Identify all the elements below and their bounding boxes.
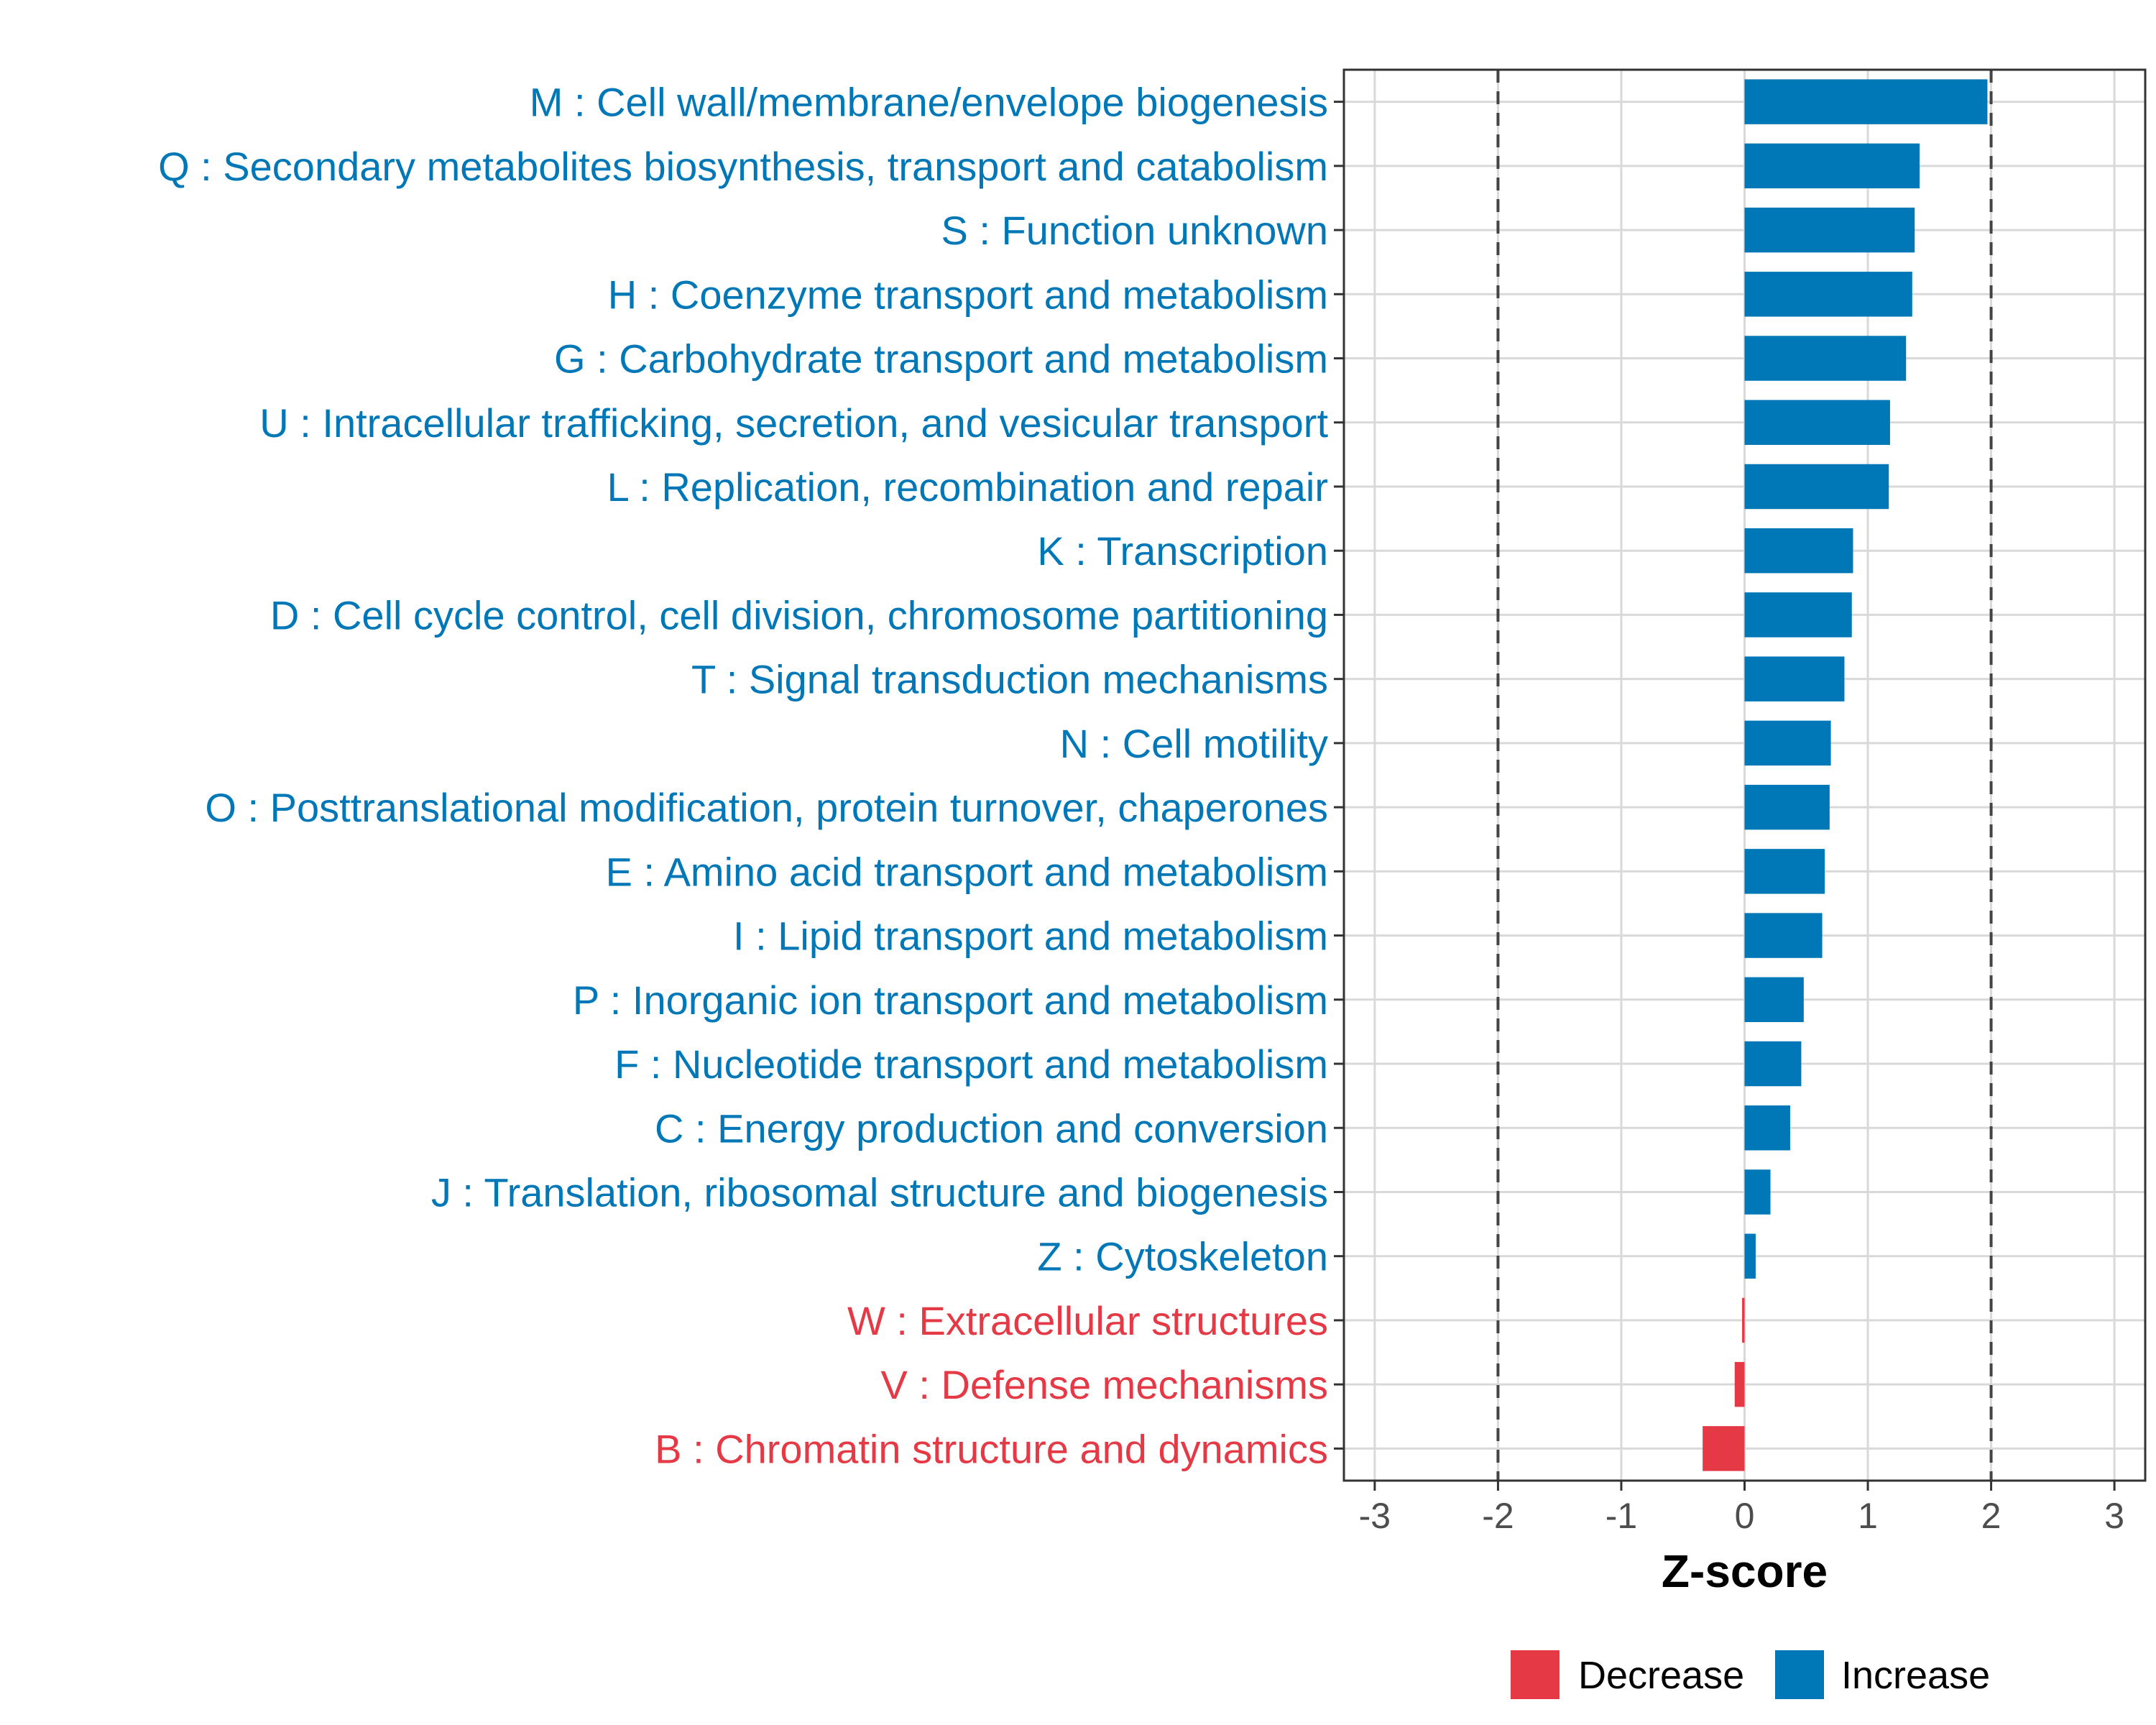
legend-key-increase <box>1775 1650 1824 1699</box>
category-label: H : Coenzyme transport and metabolism <box>608 272 1328 317</box>
category-label: S : Function unknown <box>941 208 1328 253</box>
bar <box>1744 1233 1756 1279</box>
category-label: Q : Secondary metabolites biosynthesis, … <box>158 144 1328 189</box>
category-label: K : Transcription <box>1037 528 1328 574</box>
bar <box>1744 79 1988 124</box>
x-tick-label: -2 <box>1482 1496 1514 1536</box>
x-axis-ticks: -3 -2 -1 0 1 2 3 <box>1359 1481 2124 1536</box>
category-label: M : Cell wall/membrane/envelope biogenes… <box>530 80 1328 125</box>
x-tick-label: -1 <box>1606 1496 1637 1536</box>
bar <box>1744 656 1845 702</box>
bar <box>1744 977 1804 1023</box>
bar <box>1744 528 1853 574</box>
y-axis-ticks <box>1334 101 1344 1450</box>
bar <box>1744 400 1890 445</box>
bar <box>1744 143 1920 189</box>
bar <box>1744 720 1831 766</box>
reference-lines <box>1496 70 1993 1481</box>
category-label: I : Lipid transport and metabolism <box>733 914 1328 959</box>
category-label: W : Extracellular structures <box>847 1298 1328 1343</box>
category-label: T : Signal transduction mechanisms <box>691 657 1328 702</box>
x-tick-label: 1 <box>1858 1496 1878 1536</box>
bar <box>1744 1041 1802 1087</box>
category-label: F : Nucleotide transport and metabolism <box>614 1041 1328 1087</box>
category-label: B : Chromatin structure and dynamics <box>655 1426 1328 1471</box>
bar <box>1744 913 1823 958</box>
legend-label-increase: Increase <box>1841 1654 1990 1697</box>
bar <box>1744 1169 1771 1215</box>
category-label: J : Translation, ribosomal structure and… <box>431 1169 1328 1215</box>
y-axis-labels: M : Cell wall/membrane/envelope biogenes… <box>158 80 1328 1472</box>
bar <box>1734 1361 1745 1407</box>
legend-label-decrease: Decrease <box>1578 1654 1744 1697</box>
x-tick-label: 2 <box>1981 1496 2001 1536</box>
bars <box>1703 79 1988 1471</box>
category-label: E : Amino acid transport and metabolism <box>606 849 1328 894</box>
category-label: N : Cell motility <box>1060 721 1328 766</box>
category-label: D : Cell cycle control, cell division, c… <box>270 592 1328 638</box>
category-label: C : Energy production and conversion <box>655 1105 1328 1151</box>
category-label: Z : Cytoskeleton <box>1037 1234 1328 1279</box>
x-axis-title: Z-score <box>1662 1545 1828 1597</box>
legend: Decrease Increase <box>1511 1650 1990 1699</box>
bar <box>1744 592 1852 638</box>
bar <box>1742 1297 1745 1343</box>
bar <box>1744 272 1912 317</box>
category-label: P : Inorganic ion transport and metaboli… <box>573 978 1328 1023</box>
category-label: G : Carbohydrate transport and metabolis… <box>554 336 1328 382</box>
bar <box>1744 464 1889 510</box>
bar <box>1744 784 1830 830</box>
bar <box>1744 849 1825 894</box>
legend-key-decrease <box>1511 1650 1560 1699</box>
bar <box>1703 1426 1745 1471</box>
x-tick-label: 3 <box>2104 1496 2124 1536</box>
bar <box>1744 336 1907 381</box>
category-label: O : Posttranslational modification, prot… <box>205 785 1328 830</box>
category-label: V : Defense mechanisms <box>881 1362 1328 1407</box>
x-tick-label: 0 <box>1735 1496 1755 1536</box>
bar <box>1744 207 1915 253</box>
category-label: L : Replication, recombination and repai… <box>607 464 1328 510</box>
category-label: U : Intracellular trafficking, secretion… <box>259 400 1328 446</box>
x-tick-label: -3 <box>1359 1496 1391 1536</box>
bar <box>1744 1105 1790 1151</box>
